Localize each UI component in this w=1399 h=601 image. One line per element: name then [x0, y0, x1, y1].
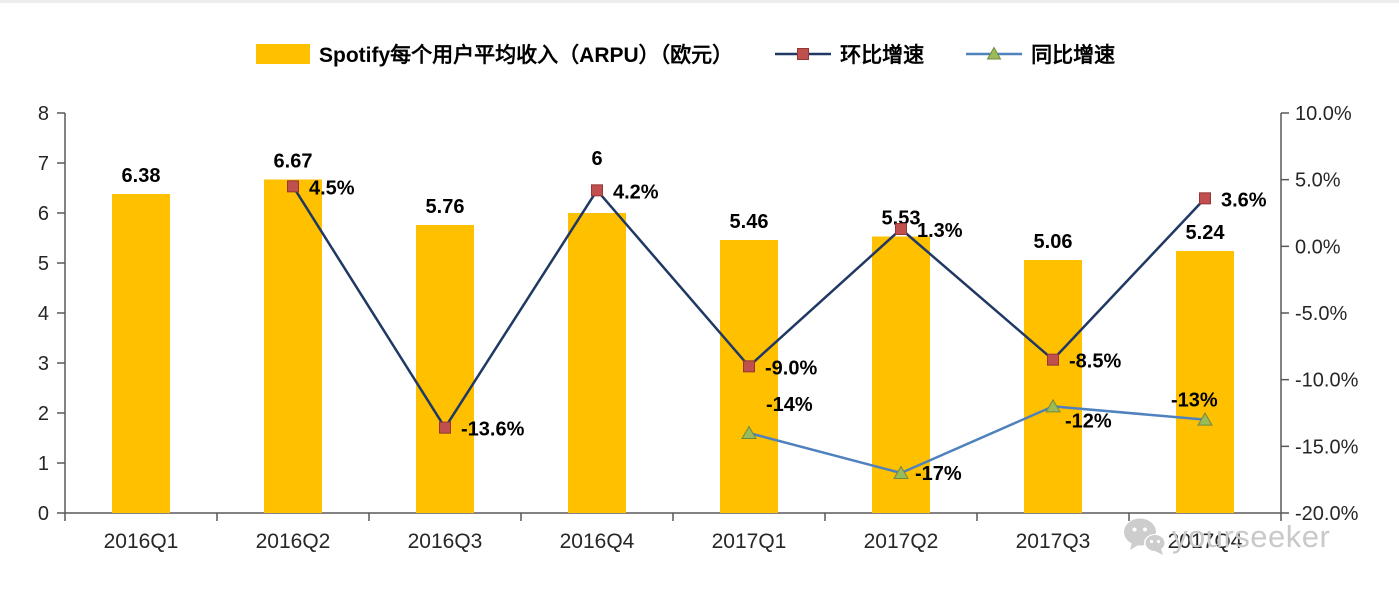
qoq-marker [743, 360, 755, 373]
x-axis-category-label: 2017Q4 [1168, 530, 1243, 553]
left-axis-tick-label: 8 [38, 103, 49, 125]
right-axis-tick-label: -20.0% [1295, 503, 1359, 525]
right-axis-tick-label: 10.0% [1295, 103, 1352, 125]
qoq-marker [591, 184, 603, 197]
right-axis-tick-label: 5.0% [1295, 170, 1341, 192]
arpu-legend-swatch [256, 44, 310, 64]
arpu-bar-value-label: 6.38 [122, 165, 161, 187]
arpu-bar [264, 179, 322, 513]
legend-item-yoy: 同比增速 [966, 39, 1115, 69]
qoq-marker [1047, 353, 1059, 366]
left-axis-tick-label: 4 [38, 303, 49, 325]
arpu-bar [416, 225, 474, 513]
yoy-point-label: -17% [915, 463, 962, 485]
qoq-point-label: -8.5% [1069, 351, 1121, 373]
legend-item-arpu: Spotify每个用户平均收入（ARPU）（欧元） [256, 39, 733, 69]
qoq-marker [895, 223, 907, 235]
wechat-icon [1124, 518, 1166, 555]
arpu-bar-value-label: 5.24 [1186, 222, 1226, 244]
qoq-marker [1199, 192, 1211, 205]
yoy-point-label: -14% [766, 394, 813, 416]
arpu-bar [1176, 251, 1234, 513]
yoy-legend-swatch [966, 46, 1023, 60]
qoq-point-label: 1.3% [917, 220, 963, 242]
legend-item-qoq: 环比增速 [775, 39, 924, 69]
left-axis-tick-label: 2 [38, 403, 49, 425]
left-axis-tick-label: 0 [38, 503, 49, 525]
arpu-bar-value-label: 5.06 [1034, 231, 1073, 253]
arpu-bar [568, 213, 626, 513]
legend: Spotify每个用户平均收入（ARPU）（欧元） 环比增速 同比增速 [256, 39, 1115, 69]
left-axis-tick-label: 5 [38, 253, 49, 275]
right-axis-tick-label: -10.0% [1295, 370, 1359, 392]
qoq-point-label: 4.5% [309, 177, 355, 199]
x-axis-category-label: 2016Q1 [104, 530, 179, 553]
qoq-point-label: -9.0% [765, 357, 817, 379]
x-axis-category-label: 2017Q2 [864, 530, 939, 553]
arpu-bar-value-label: 5.53 [882, 208, 921, 230]
arpu-bar [1024, 260, 1082, 513]
arpu-bar [112, 194, 170, 513]
qoq-marker [287, 180, 299, 193]
x-axis-category-label: 2016Q4 [560, 530, 635, 553]
arpu-bar-value-label: 6.67 [274, 151, 313, 173]
legend-label-qoq: 环比增速 [840, 44, 925, 67]
yoy-line [748, 405, 1206, 475]
qoq-marker [439, 421, 451, 434]
x-axis-category-label: 2016Q3 [408, 530, 483, 553]
legend-label-yoy: 同比增速 [1031, 44, 1116, 67]
yoy-marker [893, 465, 909, 479]
yoy-point-label: -12% [1065, 410, 1112, 432]
x-axis-category-label: 2017Q1 [712, 530, 787, 553]
chart: 0 1 2 3 4 5 6 7 8 10.0% 5.0% 0.0% -5.0% -10.0% -15.0% -… [38, 103, 1359, 553]
left-axis-tick-label: 3 [38, 353, 49, 375]
left-axis-tick-label: 7 [38, 153, 49, 175]
yoy-point-label: -13% [1171, 390, 1218, 412]
qoq-legend-swatch [775, 48, 832, 60]
right-axis-tick-label: -5.0% [1295, 303, 1347, 325]
watermark: yourseeker [1122, 515, 1330, 559]
yoy-marker [741, 425, 757, 439]
arpu-bar-value-label: 5.46 [730, 211, 769, 233]
left-axis-tick-label: 1 [38, 453, 49, 475]
x-axis-category-label: 2016Q2 [256, 530, 331, 553]
left-axis-tick-label: 6 [38, 203, 49, 225]
legend-label-arpu: Spotify每个用户平均收入（ARPU）（欧元） [319, 44, 734, 67]
qoq-point-label: 3.6% [1221, 189, 1267, 211]
right-axis-tick-label: 0.0% [1295, 236, 1341, 258]
qoq-point-label: 4.2% [613, 181, 659, 203]
right-axis-tick-label: -15.0% [1295, 436, 1359, 458]
qoq-point-label: -13.6% [461, 419, 525, 441]
arpu-bar [720, 240, 778, 513]
arpu-bar-value-label: 6 [591, 148, 602, 170]
yoy-marker [1197, 412, 1213, 426]
arpu-bar-value-label: 5.76 [426, 196, 465, 218]
x-axis-category-label: 2017Q3 [1016, 530, 1091, 553]
watermark-text: yourseeker [1172, 519, 1331, 554]
yoy-marker [1045, 398, 1061, 413]
